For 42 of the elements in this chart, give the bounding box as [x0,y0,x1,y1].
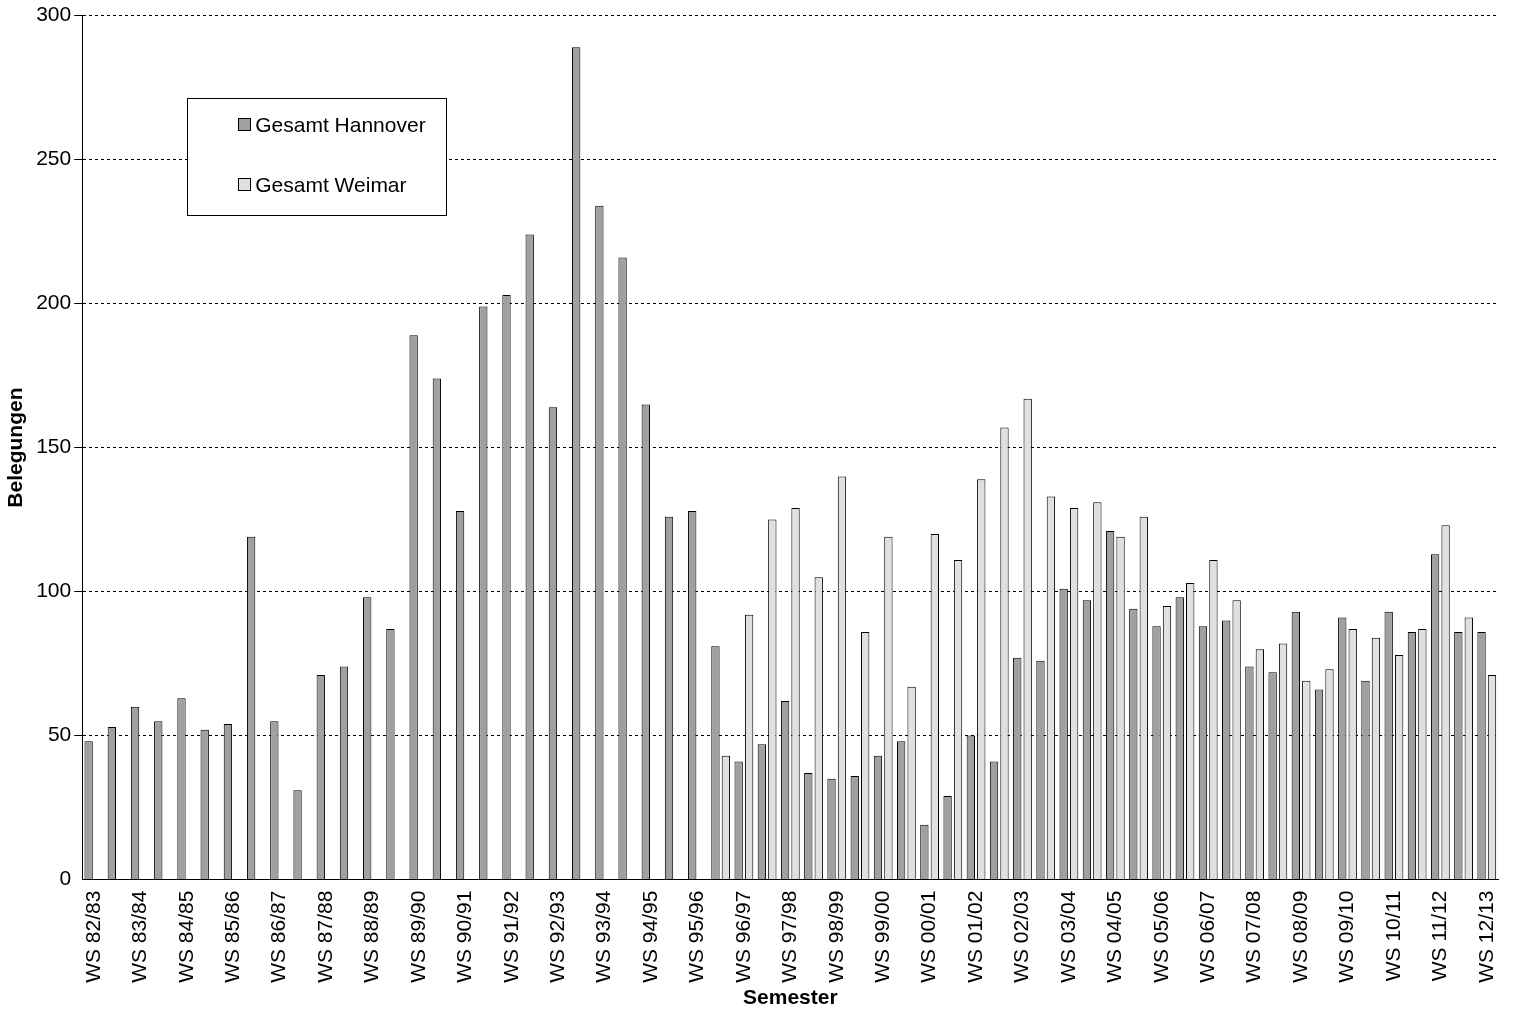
x-tick-label: WS 83/84 [127,890,151,983]
x-tick-label: WS 89/90 [405,890,429,983]
x-tick-label: WS 93/94 [591,890,615,983]
y-tick-label: 300 [36,2,72,26]
legend-label: Gesamt Weimar [255,172,407,197]
y-tick-label: 250 [36,146,72,170]
x-tick-label: WS 86/87 [266,890,290,983]
x-tick-label: WS 02/03 [1009,890,1033,983]
x-tick-label: WS 00/01 [916,890,940,983]
x-tick-label: WS 97/98 [777,890,801,983]
y-tick-label: 200 [36,290,72,314]
x-tick-label: WS 95/96 [684,890,708,983]
x-tick-label: WS 87/88 [312,890,336,983]
x-tick-label: WS 08/09 [1287,890,1311,983]
x-tick-label: WS 12/13 [1473,890,1497,983]
legend-label: Gesamt Hannover [255,112,426,137]
x-tick-label: WS 10/11 [1380,890,1404,982]
y-tick-label: 50 [47,722,72,746]
x-tick-label: WS 98/99 [823,890,847,983]
x-tick-label: WS 04/05 [1102,890,1126,983]
x-tick-label: WS 84/85 [173,890,197,983]
x-tick-label: WS 03/04 [1055,890,1079,983]
y-tick-label: 150 [36,434,72,458]
y-axis-title: Belegungen [3,387,27,508]
x-tick-label: WS 82/83 [80,890,104,983]
x-tick-label: WS 07/08 [1241,890,1265,983]
y-tick-label: 100 [36,578,72,602]
x-tick-label: WS 01/02 [962,890,986,983]
x-tick-label: WS 92/93 [544,890,568,983]
x-tick-label: WS 99/00 [869,890,893,983]
x-tick-label: WS 09/10 [1334,890,1358,983]
x-tick-label: WS 96/97 [730,890,754,983]
x-tick-label: WS 06/07 [1194,890,1218,983]
x-tick-label: WS 88/89 [359,890,383,983]
x-tick-label: WS 94/95 [637,890,661,983]
x-tick-label: WS 11/12 [1427,890,1451,982]
x-axis-title: Semester [743,985,838,1009]
x-tick-label: WS 90/91 [452,890,476,983]
y-tick-label: 0 [59,866,72,890]
x-tick-label: WS 85/86 [219,890,243,983]
x-tick-label: WS 05/06 [1148,890,1172,983]
x-tick-label: WS 91/92 [498,890,522,983]
